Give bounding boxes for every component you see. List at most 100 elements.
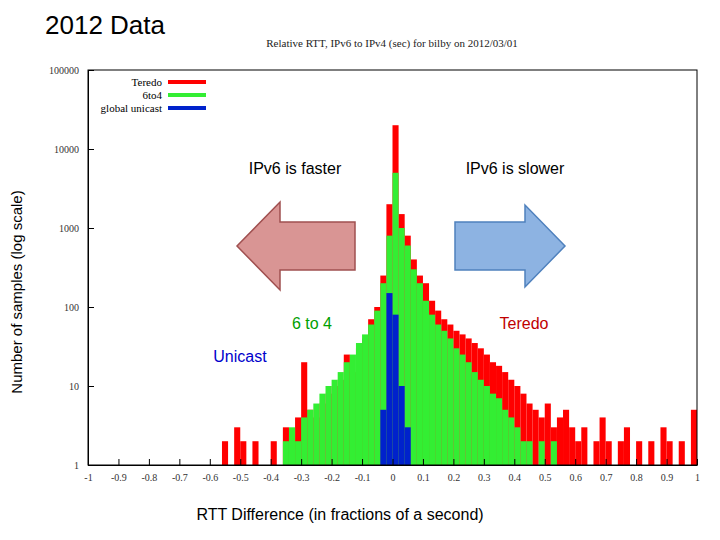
x-tick: 1 <box>695 459 700 483</box>
histogram-bar <box>374 307 380 465</box>
y-axis: 110100100010000100000 <box>49 65 94 471</box>
histogram-bar <box>618 441 624 465</box>
x-tick: 0.3 <box>478 459 491 483</box>
arrow-right <box>455 205 565 287</box>
x-tick-mark <box>240 459 241 465</box>
x-tick: -0.4 <box>263 459 279 483</box>
histogram-bar <box>399 228 405 465</box>
y-axis-line <box>88 71 89 466</box>
histogram-bar <box>393 315 399 465</box>
histogram-bar <box>472 343 478 465</box>
histogram-bar <box>435 311 441 465</box>
x-tick-label: 0.2 <box>448 472 461 483</box>
histogram-bar <box>374 311 380 465</box>
histogram-bar <box>332 380 338 465</box>
histogram-bar <box>575 441 581 465</box>
histogram-bar <box>490 394 496 465</box>
y-axis-title: Number of samples (log scale) <box>8 190 25 393</box>
histogram-bar <box>484 386 490 465</box>
histogram-bar <box>380 283 386 465</box>
histogram-bar <box>514 386 520 465</box>
histogram-bar <box>581 427 587 465</box>
histogram-bar <box>222 441 228 465</box>
y-tick: 1 <box>74 460 94 471</box>
histogram-bar <box>380 410 386 465</box>
histogram-bar <box>466 338 472 465</box>
histogram-bar <box>338 372 344 465</box>
x-axis-title: RTT Difference (in fractions of a second… <box>196 506 483 523</box>
x-tick: -0.2 <box>324 459 340 483</box>
histogram-bar <box>368 325 374 465</box>
histogram-bar <box>526 441 532 465</box>
x-tick-label: -0.6 <box>202 472 218 483</box>
histogram-bar <box>301 362 307 465</box>
x-tick: 0.8 <box>630 459 643 483</box>
histogram-bar <box>502 410 508 465</box>
x-tick-mark <box>301 459 302 465</box>
arrow-left <box>237 202 355 290</box>
x-tick: 0.4 <box>509 459 522 483</box>
x-tick-label: 0.1 <box>417 472 430 483</box>
histogram-bar <box>453 348 459 465</box>
x-tick-label: -0.7 <box>172 472 188 483</box>
x-tick: -0.6 <box>202 459 218 483</box>
histogram-bar <box>557 417 563 465</box>
plot-frame <box>88 70 697 465</box>
histogram-bar <box>319 394 325 465</box>
x-tick-mark <box>667 459 668 465</box>
histogram-bar <box>429 301 435 465</box>
histogram-bar <box>405 246 411 465</box>
x-tick-label: 0.5 <box>539 472 552 483</box>
bars <box>222 125 697 465</box>
histogram-bar <box>301 417 307 465</box>
x-tick-label: -0.4 <box>263 472 279 483</box>
histogram-bar <box>679 441 685 465</box>
series <box>283 173 557 465</box>
histogram-bar <box>252 441 258 465</box>
x-tick-mark <box>545 459 546 465</box>
histogram-bar <box>417 276 423 465</box>
x-tick-label: 0.6 <box>569 472 582 483</box>
histogram-bar <box>350 355 356 465</box>
x-tick-label: 0.7 <box>600 472 613 483</box>
y-tick-mark <box>88 465 94 466</box>
histogram-bar <box>502 372 508 465</box>
legend-label: Teredo <box>132 76 163 88</box>
histogram-bar <box>344 362 350 465</box>
x-tick-mark <box>606 459 607 465</box>
histogram-bar <box>234 427 240 465</box>
histogram-bar <box>423 301 429 465</box>
x-tick-label: -0.3 <box>294 472 310 483</box>
legend-swatch <box>168 93 206 97</box>
histogram-bar <box>514 427 520 465</box>
x-tick-mark <box>636 459 637 465</box>
histogram-bar <box>520 441 526 465</box>
legend-label: 6to4 <box>142 89 162 101</box>
x-tick: 0.1 <box>417 459 430 483</box>
histogram-bar <box>539 417 545 465</box>
histogram-bar <box>496 366 502 465</box>
histogram-bar <box>307 410 313 465</box>
histogram-bar <box>362 334 368 465</box>
histogram-bar <box>459 334 465 465</box>
x-tick-label: -0.1 <box>355 472 371 483</box>
histogram-bar <box>508 417 514 465</box>
annotations: IPv6 is fasterIPv6 is slower6 to 4Teredo… <box>213 160 565 365</box>
histogram-bar <box>478 380 484 465</box>
histogram-bar <box>667 441 673 465</box>
histogram-bar <box>441 319 447 465</box>
legend-swatch <box>168 80 206 84</box>
x-tick-label: -0.2 <box>324 472 340 483</box>
histogram-bar <box>399 214 405 465</box>
x-tick-mark <box>575 459 576 465</box>
x-tick-label: -1 <box>84 472 92 483</box>
histogram-bar <box>526 404 532 465</box>
histogram-bar <box>344 355 350 465</box>
y-tick-mark <box>88 386 94 387</box>
histogram-bar <box>453 331 459 465</box>
x-tick-label: 1 <box>695 472 700 483</box>
histogram-bar <box>660 427 666 465</box>
histogram-bar <box>472 372 478 465</box>
histogram-bar <box>636 441 642 465</box>
x-tick-mark <box>362 459 363 465</box>
